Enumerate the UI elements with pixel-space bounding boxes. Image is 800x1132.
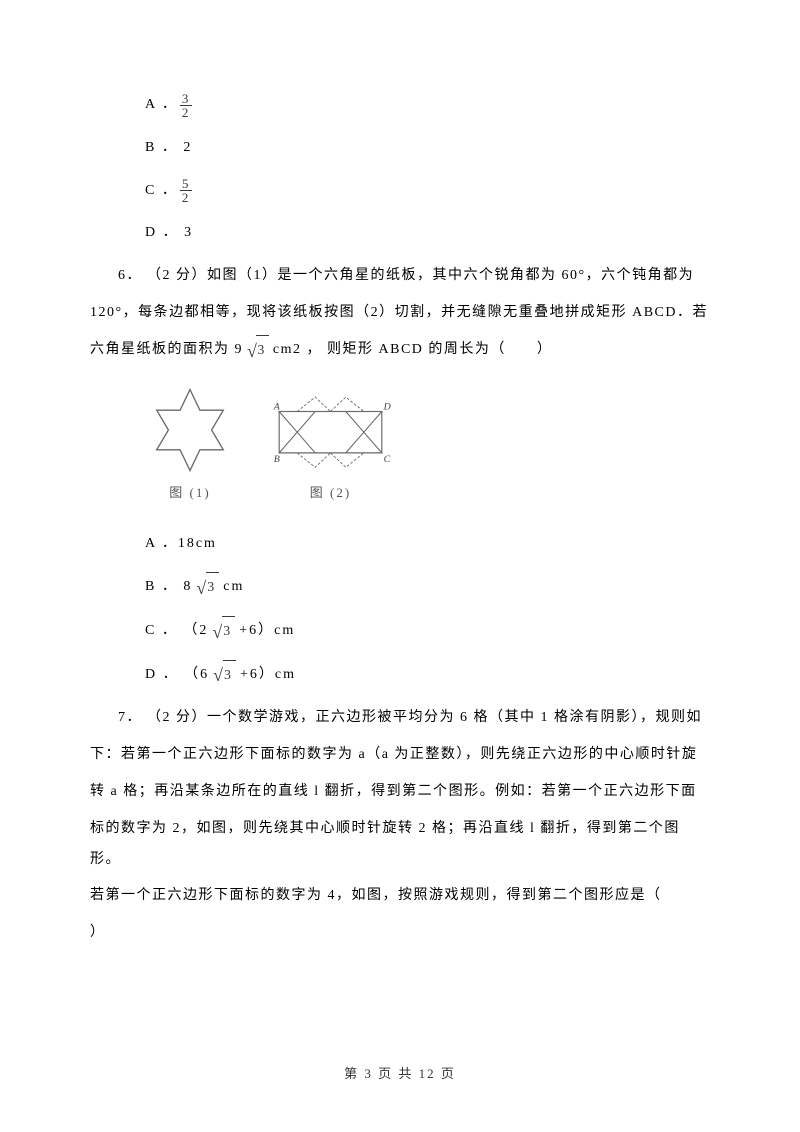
sqrt-3-icon: √ 3 <box>213 660 236 692</box>
fraction-5-2: 5 2 <box>180 177 193 204</box>
q6-c-pre: C ． （2 <box>145 616 208 647</box>
q5-option-b: B ． 2 <box>90 133 710 164</box>
fraction-3-2: 3 2 <box>180 92 193 119</box>
q6-figures: 图 (1) A D B C 图 (2) <box>90 385 710 508</box>
figure-1-caption: 图 (1) <box>169 479 210 508</box>
q5-option-a: A ． 3 2 <box>90 90 710 121</box>
q7-line3: 转 a 格；再沿某条边所在的直线 l 翻折，得到第二个图形。例如：若第一个正六边… <box>90 777 710 808</box>
page-footer: 第 3 页 共 12 页 <box>0 1063 800 1082</box>
q5-c-label: C ． <box>145 176 178 207</box>
radicand: 3 <box>256 335 269 367</box>
q6-line3a: 六角星纸板的面积为 9 <box>90 335 243 366</box>
radicand: 3 <box>206 572 219 604</box>
q6-option-c: C ． （2 √ 3 +6）cm <box>90 616 710 648</box>
q6-line2: 120°，每条边都相等，现将该纸板按图（2）切割，并无缝隙无重叠地拼成矩形 AB… <box>90 298 710 329</box>
q7-line4: 标的数字为 2，如图，则先绕其中心顺时针旋转 2 格；再沿直线 l 翻折，得到第… <box>90 814 710 876</box>
q6-d-post: +6）cm <box>240 660 296 691</box>
q6-line1: 6． （2 分）如图（1）是一个六角星的纸板，其中六个锐角都为 60°，六个钝角… <box>90 261 710 292</box>
sqrt-3-icon: √ 3 <box>212 616 235 648</box>
star-hexagram-icon <box>145 385 235 475</box>
q5-b-label: B ． 2 <box>145 133 192 164</box>
label-A: A <box>273 401 281 412</box>
frac-den: 2 <box>180 191 193 204</box>
q5-a-label: A ． <box>145 90 178 121</box>
figure-2-block: A D B C 图 (2) <box>263 393 398 508</box>
frac-num: 3 <box>180 92 193 106</box>
label-B: B <box>274 453 280 464</box>
q6-line3b: cm2 ， 则矩形 ABCD 的周长为（ ） <box>273 335 553 366</box>
q7-line1: 7． （2 分）一个数学游戏，正六边形被平均分为 6 格（其中 1 格涂有阴影）… <box>90 703 710 734</box>
q6-option-b: B ． 8 √ 3 cm <box>90 572 710 604</box>
figure-2-caption: 图 (2) <box>310 479 351 508</box>
q6-line3: 六角星纸板的面积为 9 √ 3 cm2 ， 则矩形 ABCD 的周长为（ ） <box>90 335 710 367</box>
q5-option-d: D ． 3 <box>90 218 710 249</box>
sqrt-3-icon: √ 3 <box>247 335 269 367</box>
sqrt-3-icon: √ 3 <box>196 572 219 604</box>
rectangle-cut-icon: A D B C <box>263 393 398 475</box>
frac-num: 5 <box>180 177 193 191</box>
label-D: D <box>383 401 391 412</box>
q7-line6: ） <box>90 918 710 949</box>
q6-b-post: cm <box>223 572 244 603</box>
q6-option-d: D ． （6 √ 3 +6）cm <box>90 660 710 692</box>
radicand: 3 <box>223 660 236 692</box>
frac-den: 2 <box>180 106 193 119</box>
figure-1-block: 图 (1) <box>145 385 235 508</box>
q7-line2: 下：若第一个正六边形下面标的数字为 a（a 为正整数），则先绕正六边形的中心顺时… <box>90 740 710 771</box>
q5-d-label: D ． 3 <box>145 218 193 249</box>
q7-line5: 若第一个正六边形下面标的数字为 4，如图，按照游戏规则，得到第二个图形应是（ <box>90 881 710 912</box>
q6-option-a: A ．18cm <box>90 529 710 560</box>
q6-c-post: +6）cm <box>239 616 295 647</box>
label-C: C <box>384 453 391 464</box>
radicand: 3 <box>222 616 235 648</box>
q6-d-pre: D ． （6 <box>145 660 209 691</box>
q6-b-pre: B ． 8 <box>145 572 192 603</box>
q6-a-label: A ．18cm <box>145 529 217 560</box>
q5-option-c: C ． 5 2 <box>90 176 710 207</box>
